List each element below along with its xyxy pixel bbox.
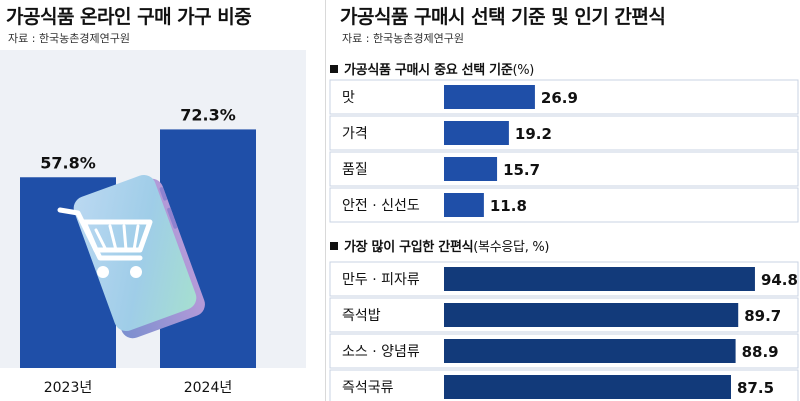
right-chart-source: 자료 : 한국농촌경제연구원 — [342, 32, 465, 45]
bar — [444, 375, 731, 399]
bar-category-label: 맛 — [342, 90, 355, 106]
bar-value-label: 89.7 — [744, 307, 781, 325]
bar-value-label: 26.9 — [541, 89, 578, 107]
right-chart-title: 가공식품 구매시 선택 기준 및 인기 간편식 — [340, 6, 666, 28]
bar-category-label: 안전 · 신선도 — [342, 198, 420, 214]
bar-row-frame — [329, 79, 799, 115]
column-category-label: 2024년 — [184, 380, 233, 396]
bar-value-label: 15.7 — [503, 161, 540, 179]
left-chart-title: 가공식품 온라인 구매 가구 비중 — [6, 6, 252, 28]
column-value-label: 57.8% — [40, 153, 96, 172]
bar-value-label: 88.9 — [742, 343, 779, 361]
section-title: 가공식품 구매시 중요 선택 기준 — [344, 63, 513, 78]
bar-category-label: 품질 — [342, 162, 368, 178]
bar-category-label: 즉석국류 — [342, 380, 394, 396]
shopping-cart-icon — [57, 207, 153, 278]
bar-category-label: 만두 · 피자류 — [342, 272, 420, 288]
square-bullet-icon — [330, 65, 338, 73]
bar-row-frame — [329, 187, 799, 223]
bar-row-frame — [329, 151, 799, 187]
convenience-food-bar-chart: 만두 · 피자류 94.8 즉석밥 89.7 소스 · 양념류 88.9 즉석국류 87.5 — [329, 261, 799, 401]
column-value-label: 72.3% — [180, 105, 236, 124]
section-unit: (%) — [512, 63, 535, 78]
bar — [444, 121, 509, 145]
section-heading-convenience-food: 가장 많이 구입한 간편식(복수응답, %) — [330, 236, 549, 255]
bar-value-label: 19.2 — [515, 125, 552, 143]
bar-category-label: 소스 · 양념류 — [342, 344, 420, 360]
square-bullet-icon — [330, 242, 338, 250]
bar — [444, 339, 736, 363]
bar — [444, 157, 498, 181]
bar — [444, 267, 755, 291]
section-heading-criteria: 가공식품 구매시 중요 선택 기준(%) — [330, 59, 534, 78]
bar-value-label: 87.5 — [737, 379, 774, 397]
column-category-label: 2023년 — [44, 380, 93, 396]
bar-category-label: 가격 — [342, 126, 368, 142]
panel-divider — [325, 0, 326, 401]
bar — [444, 85, 535, 109]
bar-value-label: 94.8 — [761, 271, 798, 289]
section-unit: (복수응답, %) — [473, 240, 550, 255]
left-chart-source: 자료 : 한국농촌경제연구원 — [8, 32, 131, 45]
section-title: 가장 많이 구입한 간편식 — [344, 240, 474, 255]
criteria-bar-chart: 맛 26.9 가격 19.2 품질 15.7 안전 · 신선도 11.8 — [329, 79, 799, 223]
bar — [444, 303, 739, 327]
bar-row-frame — [329, 115, 799, 151]
bar — [444, 193, 484, 217]
bar-value-label: 11.8 — [490, 197, 527, 215]
bar-category-label: 즉석밥 — [342, 308, 381, 324]
